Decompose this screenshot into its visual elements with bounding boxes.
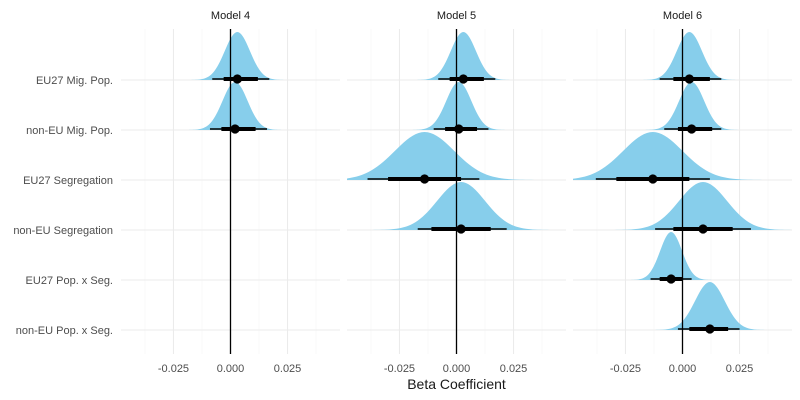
- y-tick-label: non-EU Mig. Pop.: [26, 125, 113, 137]
- density-ridge: [413, 32, 514, 80]
- point-estimate: [684, 74, 694, 84]
- y-tick-label: EU27 Segregation: [23, 175, 113, 187]
- density-ridge: [641, 82, 742, 130]
- density-ridge: [408, 82, 509, 130]
- point-estimate: [705, 324, 715, 334]
- point-estimate: [230, 124, 240, 134]
- facet-title: Model 4: [211, 10, 250, 22]
- point-estimate: [698, 224, 708, 234]
- point-estimate: [456, 224, 466, 234]
- facet-panel: Model 6 -0.025 0.000 0.025: [573, 10, 792, 375]
- density-ridge: [639, 32, 740, 80]
- density-ridge: [184, 82, 286, 130]
- x-axis-title: Beta Coefficient: [407, 376, 506, 392]
- x-tick-label: -0.025: [158, 363, 189, 375]
- point-estimate: [458, 74, 468, 84]
- density-ridge: [187, 32, 288, 80]
- x-tick-label: 0.025: [726, 363, 754, 375]
- y-tick-label: non-EU Segregation: [13, 225, 113, 237]
- density-ridge: [573, 132, 772, 180]
- point-estimate: [687, 124, 697, 134]
- x-tick-label: 0.025: [500, 363, 528, 375]
- density-ridge: [607, 182, 792, 230]
- facet-panel: Model 5 -0.025 0.000 0.025: [347, 10, 566, 375]
- point-estimate: [419, 174, 430, 184]
- point-estimate: [454, 124, 464, 134]
- density-ridge: [347, 132, 544, 180]
- x-tick-label: -0.025: [384, 363, 415, 375]
- point-estimate: [232, 74, 242, 84]
- point-estimate: [648, 174, 658, 184]
- density-ridge: [650, 282, 770, 330]
- facet-title: Model 5: [437, 10, 476, 22]
- x-tick-label: 0.000: [669, 363, 697, 375]
- x-tick-label: 0.000: [443, 363, 471, 375]
- x-tick-label: 0.025: [274, 363, 302, 375]
- facet-panel: Model 4 -0.025 0.000 0.025: [121, 10, 340, 375]
- y-tick-label: EU27 Mig. Pop.: [36, 75, 113, 87]
- density-ridge: [365, 182, 557, 230]
- facet-title: Model 6: [663, 10, 702, 22]
- y-tick-label: non-EU Pop. x Seg.: [16, 325, 113, 337]
- x-tick-label: -0.025: [610, 363, 641, 375]
- density-ridge: [627, 232, 715, 280]
- point-estimate: [666, 274, 676, 284]
- x-tick-label: 0.000: [217, 363, 245, 375]
- y-tick-label: EU27 Pop. x Seg.: [26, 275, 113, 287]
